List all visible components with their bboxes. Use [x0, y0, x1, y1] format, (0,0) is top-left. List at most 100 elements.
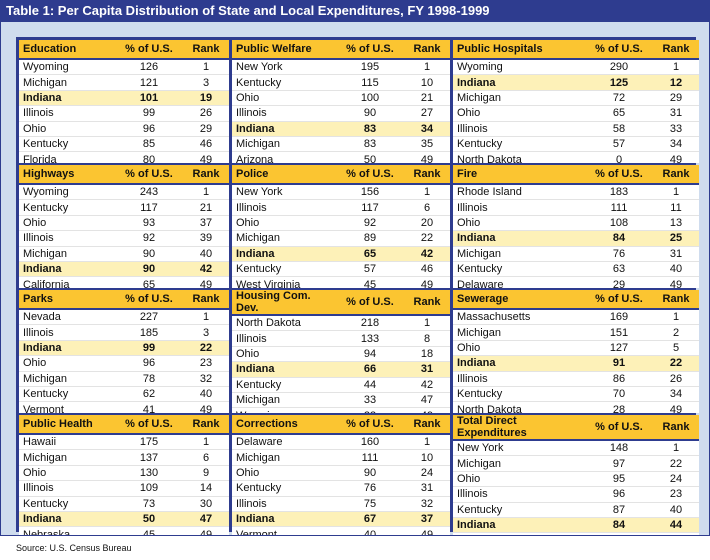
table-row: Michigan 90 40 — [19, 246, 229, 262]
table-header-row: Fire% of U.S. Rank — [453, 165, 699, 185]
state-name: Ohio — [453, 471, 585, 488]
pct-header: % of U.S. — [115, 165, 183, 185]
table-row: Illinois 58 33 — [453, 121, 699, 137]
expenditure-grid: Education% of U.S. Rank Wyoming 126 1 Michiga… — [16, 37, 699, 535]
table-row: Illinois 109 14 — [19, 480, 229, 497]
category-panel: Corrections% of U.S. Rank Delaware 160 1 Mich… — [232, 415, 450, 535]
pct-value: 72 — [585, 90, 653, 107]
pct-value: 77 — [585, 532, 653, 535]
rank-value: 47 — [183, 511, 229, 528]
pct-value: 91 — [585, 355, 653, 372]
state-name: Delaware — [232, 434, 336, 451]
rank-value: 12 — [653, 74, 699, 91]
category-table: Parks% of U.S. Rank Nevada 227 1 Illinois 185 3… — [19, 290, 229, 413]
pct-value: 33 — [336, 392, 404, 409]
pct-header: % of U.S. — [585, 290, 653, 310]
rank-value: 25 — [653, 230, 699, 247]
rank-value: 6 — [183, 449, 229, 466]
table-row: Kentucky 115 10 — [232, 74, 450, 91]
rank-value: 1 — [653, 309, 699, 326]
state-name: New York — [232, 184, 336, 201]
rank-value: 1 — [653, 440, 699, 457]
rank-value: 42 — [404, 246, 450, 262]
rank-value: 46 — [183, 136, 229, 153]
category-name: Fire — [453, 165, 585, 185]
rank-value: 49 — [404, 151, 450, 163]
category-panel: Public Welfare% of U.S. Rank New York 195 1 K… — [232, 40, 450, 163]
pct-value: 70 — [585, 386, 653, 403]
pct-value: 93 — [115, 215, 183, 232]
rank-value: 22 — [653, 355, 699, 372]
state-name: Illinois — [453, 121, 585, 137]
rank-value: 1 — [404, 315, 450, 332]
rank-value: 31 — [404, 480, 450, 497]
state-name: Arizona — [232, 151, 336, 163]
table-row: Indiana 83 34 — [232, 121, 450, 137]
rank-value: 20 — [404, 215, 450, 232]
table-row: Illinois 111 11 — [453, 199, 699, 216]
category-panel: Total Direct Expenditures% of U.S. Rank Ne… — [453, 415, 699, 535]
rank-value: 1 — [183, 434, 229, 451]
table-header-row: Total Direct Expenditures% of U.S. Rank — [453, 415, 699, 441]
state-name: Illinois — [19, 480, 115, 497]
pct-value: 90 — [336, 465, 404, 482]
pct-value: 95 — [585, 471, 653, 488]
pct-value: 44 — [336, 377, 404, 393]
rank-value: 26 — [183, 105, 229, 122]
table-row: Wyoming 126 1 — [19, 59, 229, 76]
table-row: Illinois 133 8 — [232, 330, 450, 347]
state-name: North Dakota — [453, 401, 585, 413]
state-name: Michigan — [232, 449, 336, 466]
state-name: Illinois — [232, 105, 336, 122]
table-row: North Dakota 218 1 — [232, 315, 450, 332]
table-header-row: Corrections% of U.S. Rank — [232, 415, 450, 435]
state-name: Indiana — [19, 340, 115, 357]
rank-value: 22 — [653, 455, 699, 472]
state-name: Illinois — [19, 105, 115, 122]
pct-value: 87 — [585, 502, 653, 518]
table-row: Rhode Island 183 1 — [453, 184, 699, 201]
pct-value: 29 — [585, 276, 653, 288]
pct-value: 86 — [585, 371, 653, 387]
rank-value: 31 — [653, 246, 699, 262]
category-table: Total Direct Expenditures% of U.S. Rank Ne… — [453, 415, 699, 535]
pct-header: % of U.S. — [115, 415, 183, 435]
rank-value: 22 — [183, 340, 229, 357]
table-row: Ohio 94 18 — [232, 346, 450, 363]
rank-value: 27 — [404, 105, 450, 122]
pct-header: % of U.S. — [336, 290, 404, 316]
state-name: Indiana — [453, 355, 585, 372]
table-row: Kentucky 57 46 — [232, 261, 450, 278]
table-row: Ohio 65 31 — [453, 105, 699, 122]
pct-value: 57 — [336, 261, 404, 278]
table-row: New York 156 1 — [232, 184, 450, 201]
rank-value: 49 — [653, 401, 699, 413]
pct-value: 76 — [585, 246, 653, 262]
table-row: Illinois 185 3 — [19, 324, 229, 341]
state-name: Wyoming — [453, 59, 585, 76]
table-row: Michigan 72 29 — [453, 90, 699, 107]
state-name: Indiana — [232, 361, 336, 378]
rank-value: 44 — [653, 517, 699, 534]
state-name: Kentucky — [19, 199, 115, 216]
table-row: Michigan 137 6 — [19, 449, 229, 466]
pct-value: 50 — [336, 151, 404, 163]
table-row: Michigan 83 35 — [232, 136, 450, 153]
rank-value: 31 — [404, 361, 450, 378]
rank-header: Rank — [183, 165, 229, 185]
rank-value: 1 — [653, 184, 699, 201]
table-row: Kentucky 73 30 — [19, 496, 229, 512]
table-row: West Virginia 45 49 — [232, 276, 450, 288]
pct-value: 218 — [336, 315, 404, 332]
table-row: Kentucky 87 40 — [453, 502, 699, 518]
pct-value: 0 — [585, 151, 653, 163]
pct-value: 96 — [115, 355, 183, 372]
table-row: North Dakota 0 49 — [453, 151, 699, 163]
pct-header: % of U.S. — [115, 290, 183, 310]
table-title: Table 1: Per Capita Distribution of Stat… — [0, 0, 710, 22]
pct-value: 108 — [585, 215, 653, 232]
rank-value: 1 — [653, 59, 699, 76]
state-name: Wyoming — [232, 407, 336, 413]
category-table: Highways% of U.S. Rank Wyoming 243 1 Kentucky… — [19, 165, 229, 288]
table-row: Indiana 90 42 — [19, 261, 229, 278]
